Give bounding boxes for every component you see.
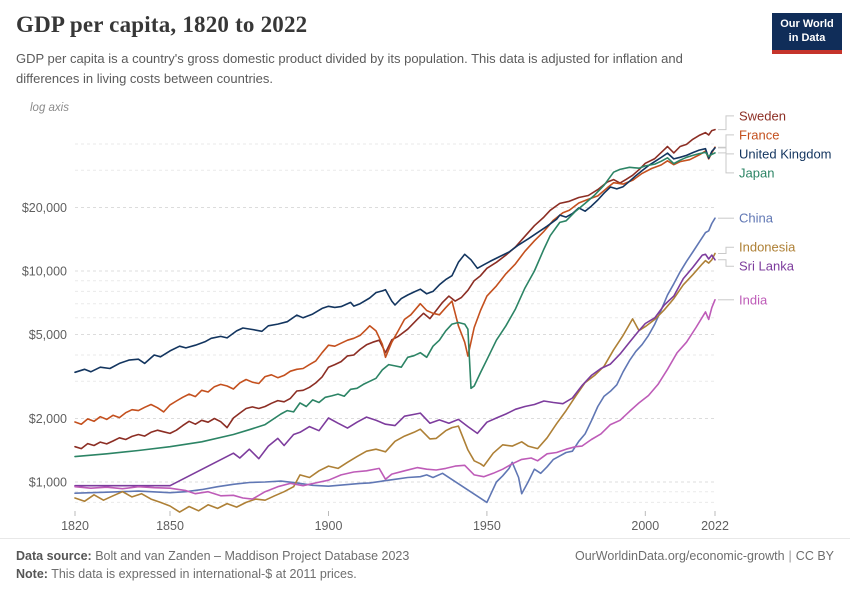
series-label-china[interactable]: China: [739, 211, 774, 226]
series-label-indonesia[interactable]: Indonesia: [739, 240, 796, 255]
y-axis-tick-label: $5,000: [29, 328, 67, 342]
header: GDP per capita, 1820 to 2022 GDP per cap…: [16, 12, 746, 88]
y-axis-tick-label: $10,000: [22, 265, 67, 279]
x-axis-tick-label: 1900: [315, 519, 343, 533]
series-label-france[interactable]: France: [739, 127, 779, 142]
series-label-united-kingdom[interactable]: United Kingdom: [739, 146, 832, 161]
series-line-india[interactable]: [74, 299, 716, 500]
series-line-france[interactable]: [74, 146, 716, 425]
footer-note: Note: This data is expressed in internat…: [16, 567, 834, 581]
x-axis-tick-label: 1950: [473, 519, 501, 533]
label-connector: [718, 115, 734, 131]
datasource-label: Data source:: [16, 549, 92, 563]
page-subtitle: GDP per capita is a country's gross dome…: [16, 51, 683, 86]
footer-datasource: Data source: Bolt and van Zanden – Maddi…: [16, 549, 834, 563]
series-line-united-kingdom[interactable]: [74, 147, 716, 374]
label-connector: [718, 147, 734, 155]
label-connector: [718, 246, 734, 254]
license-link[interactable]: CC BY: [795, 549, 834, 563]
datasource-text: Bolt and van Zanden – Maddison Project D…: [95, 549, 410, 563]
footer-right: OurWorldinData.org/economic-growth | CC BY: [575, 549, 834, 563]
chart-area: $1,000 $2,000 $5,000 $10,000 $20,000 1820 1850…: [22, 102, 832, 533]
note-label: Note:: [16, 567, 48, 581]
x-axis-tick-label: 1820: [61, 519, 89, 533]
series-label-japan[interactable]: Japan: [739, 165, 774, 180]
owid-logo[interactable]: Our World in Data: [772, 13, 842, 54]
series-label-sri-lanka[interactable]: Sri Lanka: [739, 259, 795, 274]
y-axis-tick-label: $20,000: [22, 201, 67, 215]
series-line-sri-lanka[interactable]: [74, 253, 716, 487]
x-axis-tick-label: 2000: [631, 519, 659, 533]
page-title: GDP per capita, 1820 to 2022: [16, 12, 308, 37]
series-line-china[interactable]: [74, 217, 716, 504]
owid-link[interactable]: OurWorldinData.org/economic-growth: [574, 549, 785, 563]
gdp-line-chart: $1,000 $2,000 $5,000 $10,000 $20,000 1820 1850…: [22, 102, 832, 533]
footer: Data source: Bolt and van Zanden – Maddi…: [0, 538, 850, 600]
y-axis-tick-label: $2,000: [29, 412, 67, 426]
log-axis-label: log axis: [30, 102, 69, 114]
footer-separator: |: [788, 549, 792, 563]
series-line-indonesia[interactable]: [74, 252, 716, 513]
series-line-japan[interactable]: [74, 151, 716, 458]
label-connector: [718, 259, 734, 267]
note-text: This data is expressed in international-…: [51, 567, 357, 581]
series-label-sweden[interactable]: Sweden: [739, 108, 786, 123]
label-connector: [718, 134, 734, 148]
series-label-india[interactable]: India: [739, 292, 768, 307]
series-line-sweden[interactable]: [74, 128, 716, 450]
logo-line-1: Our World: [780, 18, 834, 30]
x-axis-tick-label: 1850: [156, 519, 184, 533]
logo-line-2: in Data: [788, 31, 826, 44]
x-axis-tick-label: 2022: [701, 519, 729, 533]
label-connector: [718, 152, 734, 174]
y-axis-tick-label: $1,000: [29, 476, 67, 490]
